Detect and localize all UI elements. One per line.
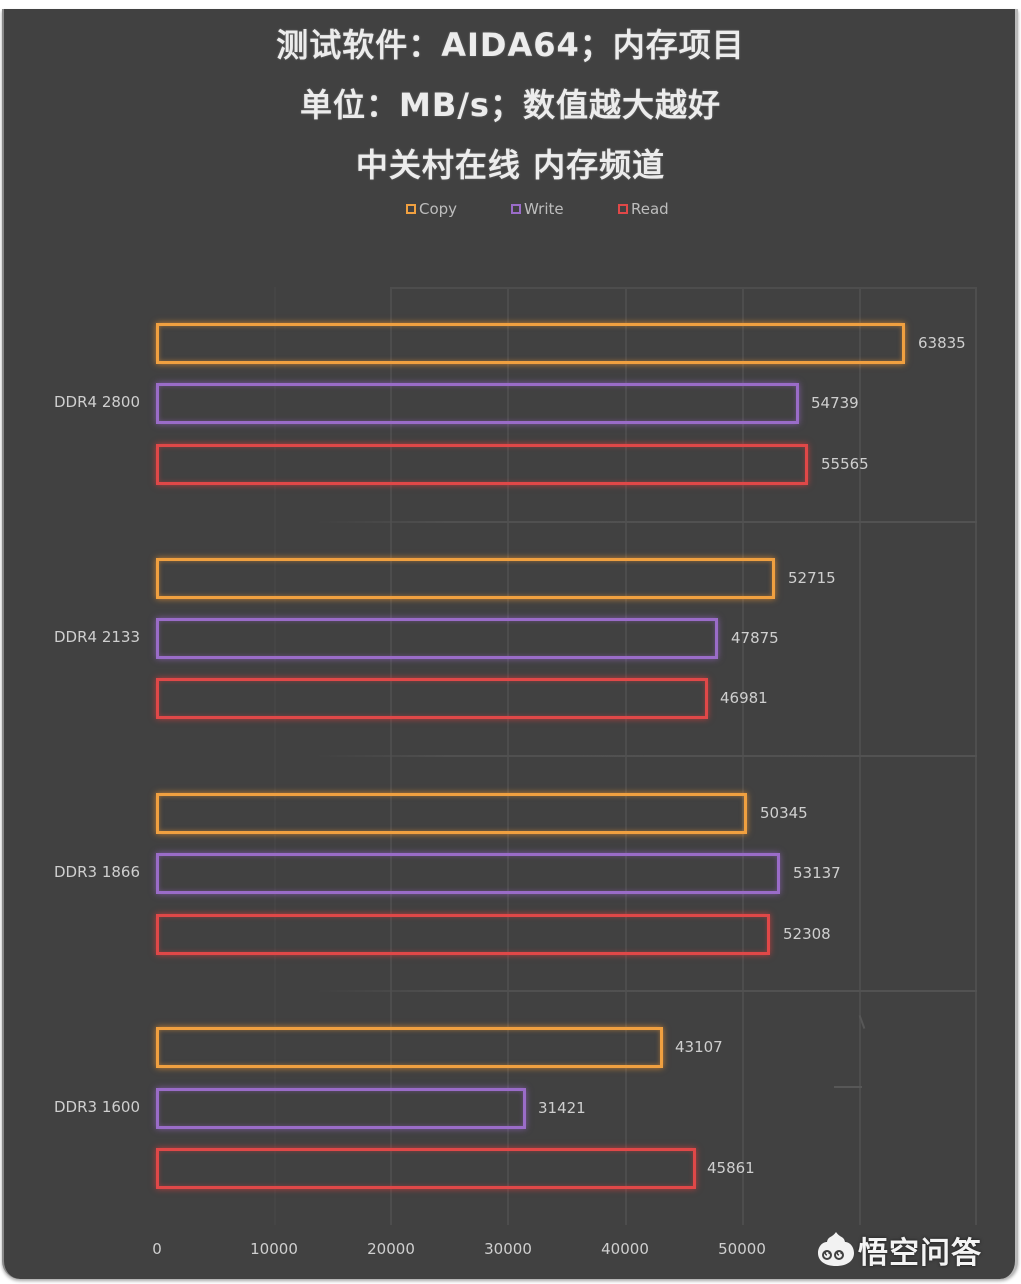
- category-separator: [316, 990, 977, 992]
- legend-item-copy: Copy: [406, 200, 457, 218]
- legend-swatch-copy-icon: [406, 204, 416, 214]
- legend-item-read: Read: [618, 200, 669, 218]
- category-label-ddr3-1600: DDR3 1600: [53, 1098, 140, 1116]
- legend-item-write: Write: [511, 200, 564, 218]
- value-label: 54739: [811, 394, 859, 412]
- bar-ddr3-1866-write: [156, 853, 780, 894]
- legend-swatch-read-icon: [618, 204, 628, 214]
- wukong-logo-icon: [818, 1232, 854, 1266]
- category-separator: [316, 521, 977, 523]
- chart-legend: Copy Write Read: [0, 200, 1021, 222]
- category-separator: [316, 755, 977, 757]
- legend-label-copy: Copy: [419, 200, 458, 218]
- chart-title-line-2: 单位：MB/s；数值越大越好: [300, 86, 721, 124]
- category-label-ddr4-2133: DDR4 2133: [53, 628, 140, 646]
- x-tick-30000: 30000: [484, 1240, 532, 1258]
- value-label: 47875: [731, 629, 779, 647]
- bar-ddr4-2800-copy: [156, 323, 905, 364]
- category-label-ddr4-2800: DDR4 2800: [53, 393, 140, 411]
- x-tick-40000: 40000: [601, 1240, 649, 1258]
- bar-ddr3-1866-copy: [156, 793, 747, 834]
- chart-title-line-1: 测试软件：AIDA64；内存项目: [276, 26, 745, 64]
- value-label: 53137: [793, 864, 841, 882]
- bar-ddr4-2800-read: [156, 444, 808, 485]
- legend-label-read: Read: [631, 200, 669, 218]
- category-label-ddr3-1866: DDR3 1866: [53, 863, 140, 881]
- artifact-stroke: [834, 1086, 862, 1088]
- value-label: 31421: [538, 1099, 586, 1117]
- x-tick-10000: 10000: [250, 1240, 298, 1258]
- value-label: 46981: [720, 689, 768, 707]
- x-tick-50000: 50000: [718, 1240, 766, 1258]
- x-tick-20000: 20000: [367, 1240, 415, 1258]
- chart-title-line-3: 中关村在线 内存频道: [355, 146, 666, 184]
- legend-swatch-write-icon: [511, 204, 521, 214]
- value-label: 52715: [788, 569, 836, 587]
- bar-ddr3-1600-copy: [156, 1027, 663, 1068]
- value-label: 50345: [760, 804, 808, 822]
- value-label: 55565: [821, 455, 869, 473]
- value-label: 52308: [783, 925, 831, 943]
- value-label: 43107: [675, 1038, 723, 1056]
- bar-ddr4-2133-copy: [156, 558, 775, 599]
- watermark-text: 悟空问答: [858, 1236, 982, 1271]
- bar-ddr4-2133-write: [156, 618, 718, 659]
- plot-area: 63835 54739 55565 52715 47875 46981 5034…: [156, 287, 977, 1225]
- watermark: 悟空问答: [814, 1228, 982, 1272]
- bar-ddr4-2800-write: [156, 383, 799, 424]
- bar-ddr3-1600-write: [156, 1088, 526, 1129]
- bar-ddr4-2133-read: [156, 678, 708, 719]
- value-label: 63835: [918, 334, 966, 352]
- bar-ddr3-1866-read: [156, 914, 770, 955]
- bar-ddr3-1600-read: [156, 1148, 696, 1189]
- legend-label-write: Write: [524, 200, 564, 218]
- value-label: 45861: [707, 1159, 755, 1177]
- gridline-10000: [274, 287, 276, 1225]
- x-tick-0: 0: [152, 1240, 162, 1258]
